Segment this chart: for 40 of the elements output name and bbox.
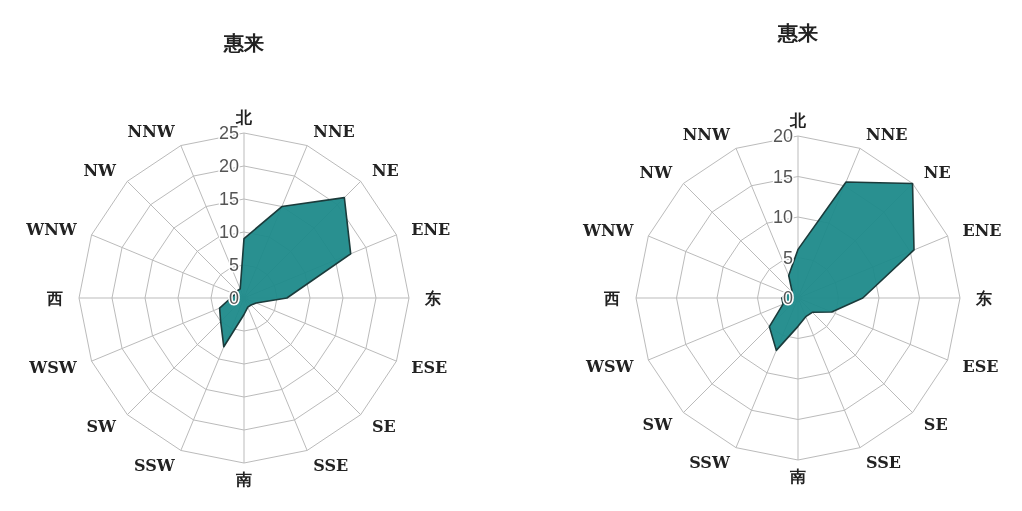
spoke-label: 东	[975, 289, 992, 308]
spoke-label: 西	[46, 289, 63, 308]
spoke-label: ENE	[411, 219, 451, 239]
y-tick-label: 5	[228, 255, 239, 275]
chart-title: 惠来	[777, 21, 818, 45]
spoke-label: WNW	[25, 219, 78, 239]
spoke-label: NNW	[682, 124, 731, 144]
spoke-label: 南	[235, 470, 252, 489]
spoke-label: SE	[371, 416, 396, 436]
y-tick-label: 10	[218, 222, 239, 242]
spoke-label: NNE	[313, 121, 355, 141]
spoke-label: SW	[642, 414, 674, 434]
spoke-label: NNE	[866, 124, 908, 144]
spoke-label: 东	[424, 289, 441, 308]
spoke-label: ESE	[411, 358, 448, 378]
chart-title: 惠来	[223, 31, 264, 55]
spoke-label: WNW	[581, 220, 635, 240]
spoke-label: NNW	[127, 121, 176, 141]
y-tick-label: 5	[782, 247, 793, 268]
spoke-label: WSW	[28, 358, 78, 378]
spoke-label: ESE	[962, 357, 999, 377]
y-tick-label: 20	[218, 156, 239, 176]
spoke-label: 南	[789, 467, 806, 486]
spoke-label: WSW	[585, 357, 635, 377]
y-tick-label: 0	[782, 288, 793, 308]
spoke-label: SW	[86, 416, 118, 436]
spoke-label: SE	[923, 414, 948, 434]
y-tick-label: 15	[218, 189, 239, 209]
spoke-label: SSW	[134, 456, 176, 476]
spoke-label: SSW	[689, 453, 731, 473]
spoke-label: SSE	[313, 456, 349, 476]
spoke-label: ENE	[962, 220, 1002, 240]
spoke-label: 西	[603, 289, 620, 308]
spoke-label: SSE	[866, 453, 902, 473]
spoke-label: NW	[639, 163, 674, 183]
y-tick-label: 10	[772, 207, 793, 227]
spoke-label: NE	[371, 161, 399, 181]
spoke-label: NE	[923, 163, 951, 183]
y-tick-label: 15	[772, 166, 793, 187]
spoke-label: NW	[83, 161, 118, 181]
